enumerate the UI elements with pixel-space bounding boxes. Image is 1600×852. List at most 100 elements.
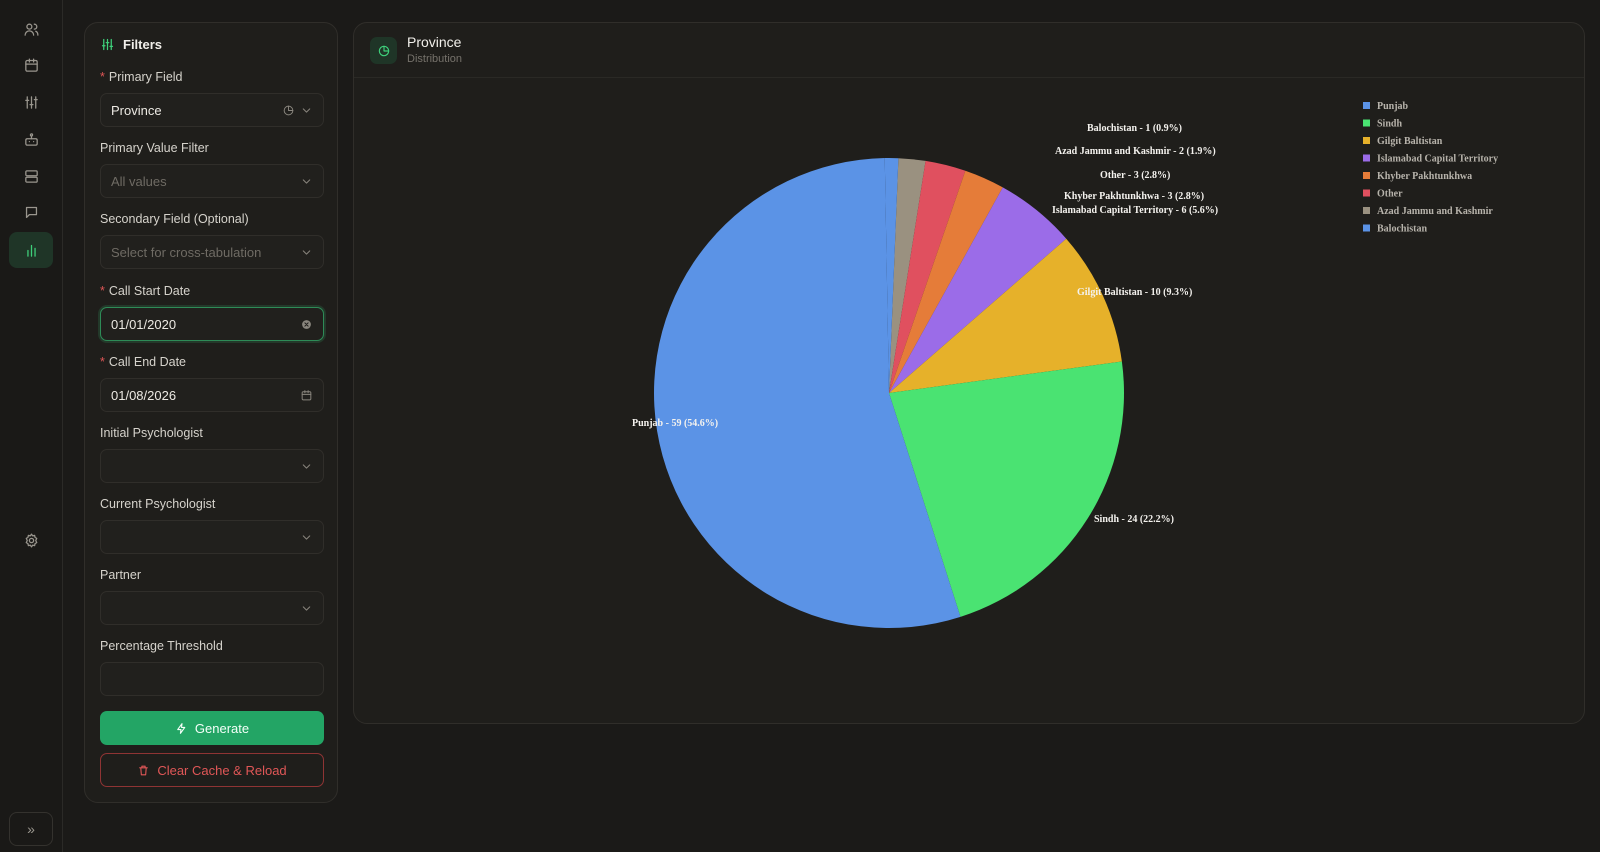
legend-label: Other <box>1377 189 1403 200</box>
partner-select[interactable] <box>100 591 324 625</box>
chart-card-header: Province Distribution <box>354 23 1584 78</box>
legend-item[interactable]: Balochistan <box>1363 224 1427 235</box>
pie-slice-punjab[interactable] <box>653 158 961 628</box>
legend-swatch <box>1363 137 1370 144</box>
legend-item[interactable]: Gilgit Baltistan <box>1363 136 1443 147</box>
robot-icon <box>24 132 38 146</box>
trash-icon <box>139 765 149 775</box>
legend-label: Punjab <box>1377 101 1409 112</box>
primary-value-filter-label: Primary Value Filter <box>100 141 209 155</box>
nav-chat[interactable] <box>9 194 53 230</box>
percentage-threshold-input[interactable] <box>100 662 324 696</box>
slice-label: Sindh - 24 (22.2%) <box>1094 514 1174 525</box>
pie-slice-sindh[interactable] <box>889 361 1124 617</box>
legend-swatch <box>1363 154 1370 162</box>
filters-panel: Filters * Primary Field Province Primary … <box>84 22 338 803</box>
clear-icon[interactable] <box>300 318 313 331</box>
legend-item[interactable]: Khyber Pakhtunkhwa <box>1363 171 1472 182</box>
slice-label: Gilgit Baltistan - 10 (9.3%) <box>1077 287 1192 298</box>
nav-bot[interactable] <box>9 121 53 157</box>
primary-value-filter-select[interactable]: All values <box>100 164 324 198</box>
chevrons-right-icon: » <box>27 821 35 837</box>
call-end-date-input[interactable]: 01/08/2026 <box>100 378 324 412</box>
chevron-down-icon <box>302 107 311 113</box>
chevron-down-icon <box>302 178 311 184</box>
current-psychologist-select[interactable] <box>100 520 324 554</box>
pie-chart: Punjab - 59 (54.6%) Sindh - 24 (22.2%) Gil… <box>632 101 1498 628</box>
slice-label: Balochistan - 1 (0.9%) <box>1087 123 1182 134</box>
nav-settings[interactable] <box>9 522 53 558</box>
filters-title: Filters <box>123 37 163 52</box>
pie-slice-khyber-pakhtunkhwa[interactable] <box>889 170 1003 393</box>
legend-swatch <box>1363 119 1370 127</box>
legend-label: Balochistan <box>1377 224 1427 235</box>
legend-swatch <box>1363 189 1370 197</box>
chart-type-badge <box>370 37 397 64</box>
clear-cache-button[interactable]: Clear Cache & Reload <box>100 753 324 787</box>
slice-label: Other - 3 (2.8%) <box>1100 170 1170 181</box>
nav-rail: » <box>0 0 63 852</box>
slice-label: Punjab - 59 (54.6%) <box>632 418 718 429</box>
percentage-threshold-label: Percentage Threshold <box>100 639 223 653</box>
chat-icon <box>25 206 37 218</box>
secondary-field-label: Secondary Field (Optional) <box>100 212 249 226</box>
current-psychologist-label: Current Psychologist <box>100 497 216 511</box>
primary-field-label: * Primary Field <box>100 70 183 84</box>
filter-sliders-icon <box>101 38 114 51</box>
slice-label: Islamabad Capital Territory - 6 (5.6%) <box>1052 205 1218 216</box>
slice-label: Azad Jammu and Kashmir - 2 (1.9%) <box>1055 146 1216 157</box>
chart-card-subtitle: Distribution <box>407 53 463 65</box>
nav-sliders[interactable] <box>9 84 53 120</box>
pie-slice-balochistan[interactable] <box>884 157 899 393</box>
chevron-down-icon <box>302 249 311 255</box>
nav-analytics[interactable] <box>9 232 53 268</box>
initial-psychologist-label: Initial Psychologist <box>100 426 203 440</box>
chevron-down-icon <box>302 463 311 469</box>
legend-label: Khyber Pakhtunkhwa <box>1377 171 1472 182</box>
pie-chart-icon <box>378 45 389 56</box>
users-icon <box>23 23 39 36</box>
legend-item[interactable]: Punjab <box>1363 101 1409 112</box>
chevron-down-icon <box>302 605 311 611</box>
legend-swatch <box>1363 172 1370 179</box>
nav-calendar[interactable] <box>9 47 53 83</box>
expand-rail-button[interactable]: » <box>9 812 53 846</box>
legend-label: Islamabad Capital Territory <box>1377 154 1498 165</box>
lightning-icon <box>177 722 186 734</box>
chart-card-title: Province <box>407 34 462 50</box>
call-end-date-label: * Call End Date <box>100 355 186 369</box>
legend-item[interactable]: Other <box>1363 189 1403 200</box>
chart-card: Province Distribution Punjab - 59 (54.6%… <box>353 22 1585 724</box>
call-start-date-input[interactable]: 01/01/2020 <box>100 307 324 341</box>
legend-swatch <box>1363 207 1370 214</box>
server-icon <box>24 169 38 183</box>
nav-users[interactable] <box>9 11 53 47</box>
legend-label: Sindh <box>1377 119 1402 130</box>
generate-button[interactable]: Generate <box>100 711 324 745</box>
filters-header: Filters <box>100 37 162 52</box>
gear-icon <box>25 532 37 548</box>
pie-slice-islamabad-capital-territory[interactable] <box>889 187 1067 393</box>
legend-item[interactable]: Sindh <box>1363 119 1402 130</box>
legend-item[interactable]: Islamabad Capital Territory <box>1363 154 1498 165</box>
bar-chart-icon <box>26 244 36 257</box>
primary-field-select[interactable]: Province <box>100 93 324 127</box>
legend-item[interactable]: Azad Jammu and Kashmir <box>1363 206 1493 217</box>
legend-swatch <box>1363 102 1370 109</box>
pie-slice-azad-jammu-and-kashmir[interactable] <box>889 158 926 393</box>
pie-slice-gilgit-baltistan[interactable] <box>889 238 1122 393</box>
initial-psychologist-select[interactable] <box>100 449 324 483</box>
chevron-down-icon <box>302 534 311 540</box>
secondary-field-select[interactable]: Select for cross-tabulation <box>100 235 324 269</box>
pie-slice-other[interactable] <box>889 160 966 393</box>
nav-server[interactable] <box>9 158 53 194</box>
legend-label: Azad Jammu and Kashmir <box>1377 206 1493 217</box>
pie-chart-icon <box>283 105 294 115</box>
calendar-icon <box>24 57 38 72</box>
legend-swatch <box>1363 224 1370 232</box>
call-start-date-label: * Call Start Date <box>100 284 191 298</box>
slice-label: Khyber Pakhtunkhwa - 3 (2.8%) <box>1064 191 1204 202</box>
sliders-icon <box>24 95 38 109</box>
calendar-icon <box>301 389 312 400</box>
partner-label: Partner <box>100 568 141 582</box>
